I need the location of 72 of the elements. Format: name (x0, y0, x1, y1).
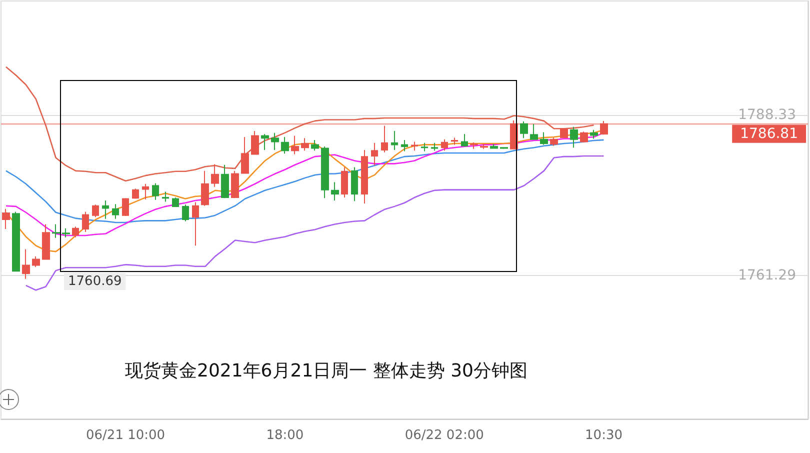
x-tick-label: 10:30 (585, 428, 622, 443)
annotation: 1760.69 (68, 274, 122, 289)
candlestick (152, 182, 159, 200)
candlestick (281, 136, 289, 154)
candlestick (72, 226, 79, 238)
candlestick (82, 211, 89, 232)
candlestick (102, 200, 109, 220)
candlestick (480, 144, 488, 150)
y-tick-label: 1761.29 (738, 267, 796, 284)
candlestick (530, 123, 538, 140)
candlestick (361, 150, 368, 204)
candlestick (221, 164, 229, 199)
candlestick (381, 125, 388, 153)
candlestick (431, 142, 438, 152)
candlestick (540, 132, 548, 146)
candlestick (520, 121, 528, 139)
text: 现货黄金2021年6月21日周一 整体走势 30分钟图 (125, 360, 528, 382)
candlestick (201, 170, 209, 206)
candlestick (441, 138, 448, 152)
candlestick (451, 137, 458, 146)
candlestick (122, 198, 129, 216)
candlestick (341, 166, 348, 198)
candlestick (271, 132, 279, 151)
candlestick (580, 131, 588, 143)
x-tick-label: 06/22 02:00 (404, 428, 484, 443)
candlestick (371, 142, 378, 166)
line-series (5, 66, 594, 182)
candlestick (311, 139, 319, 152)
candlestick (490, 144, 498, 149)
candlestick (461, 134, 468, 147)
candlestick (22, 248, 30, 280)
candlestick (132, 188, 139, 200)
candlestick (301, 138, 309, 152)
candlestick (411, 141, 418, 152)
candlestick (421, 142, 428, 152)
candlestick (600, 120, 608, 136)
ref-line-label: 1786.81 (740, 126, 798, 142)
candlestick (401, 139, 408, 152)
candlestick (351, 166, 358, 202)
candlestick (182, 204, 189, 222)
candlestick (112, 204, 119, 220)
candlestick (32, 256, 40, 268)
candlestick (192, 202, 199, 246)
line-series (25, 155, 604, 291)
candlestick (42, 224, 50, 260)
candlestick (391, 130, 398, 151)
candlestick (590, 129, 598, 140)
candlestick (92, 204, 99, 218)
candlestick (500, 146, 508, 150)
candlestick (251, 130, 259, 156)
candlestick (570, 126, 578, 148)
candlestick (241, 136, 249, 174)
candlestick (172, 197, 179, 208)
candlestick (331, 182, 339, 201)
candlestick (470, 142, 478, 150)
candlestick (52, 224, 60, 238)
candlestick (62, 228, 70, 238)
candlestick (550, 137, 558, 146)
candlestick (162, 191, 169, 202)
candlestick (12, 211, 20, 272)
y-tick-label: 1788.33 (738, 106, 796, 123)
candlestick (2, 208, 10, 230)
candlestick (291, 135, 299, 155)
candlestick (142, 183, 149, 200)
candlestick (261, 134, 269, 151)
candlestick (560, 128, 568, 139)
x-tick-label: 18:00 (266, 428, 304, 443)
x-tick-label: 06/21 10:00 (86, 428, 166, 443)
candlestick (211, 164, 219, 188)
candlestick (231, 170, 239, 199)
line-series (5, 139, 604, 224)
candlestick (321, 146, 329, 199)
